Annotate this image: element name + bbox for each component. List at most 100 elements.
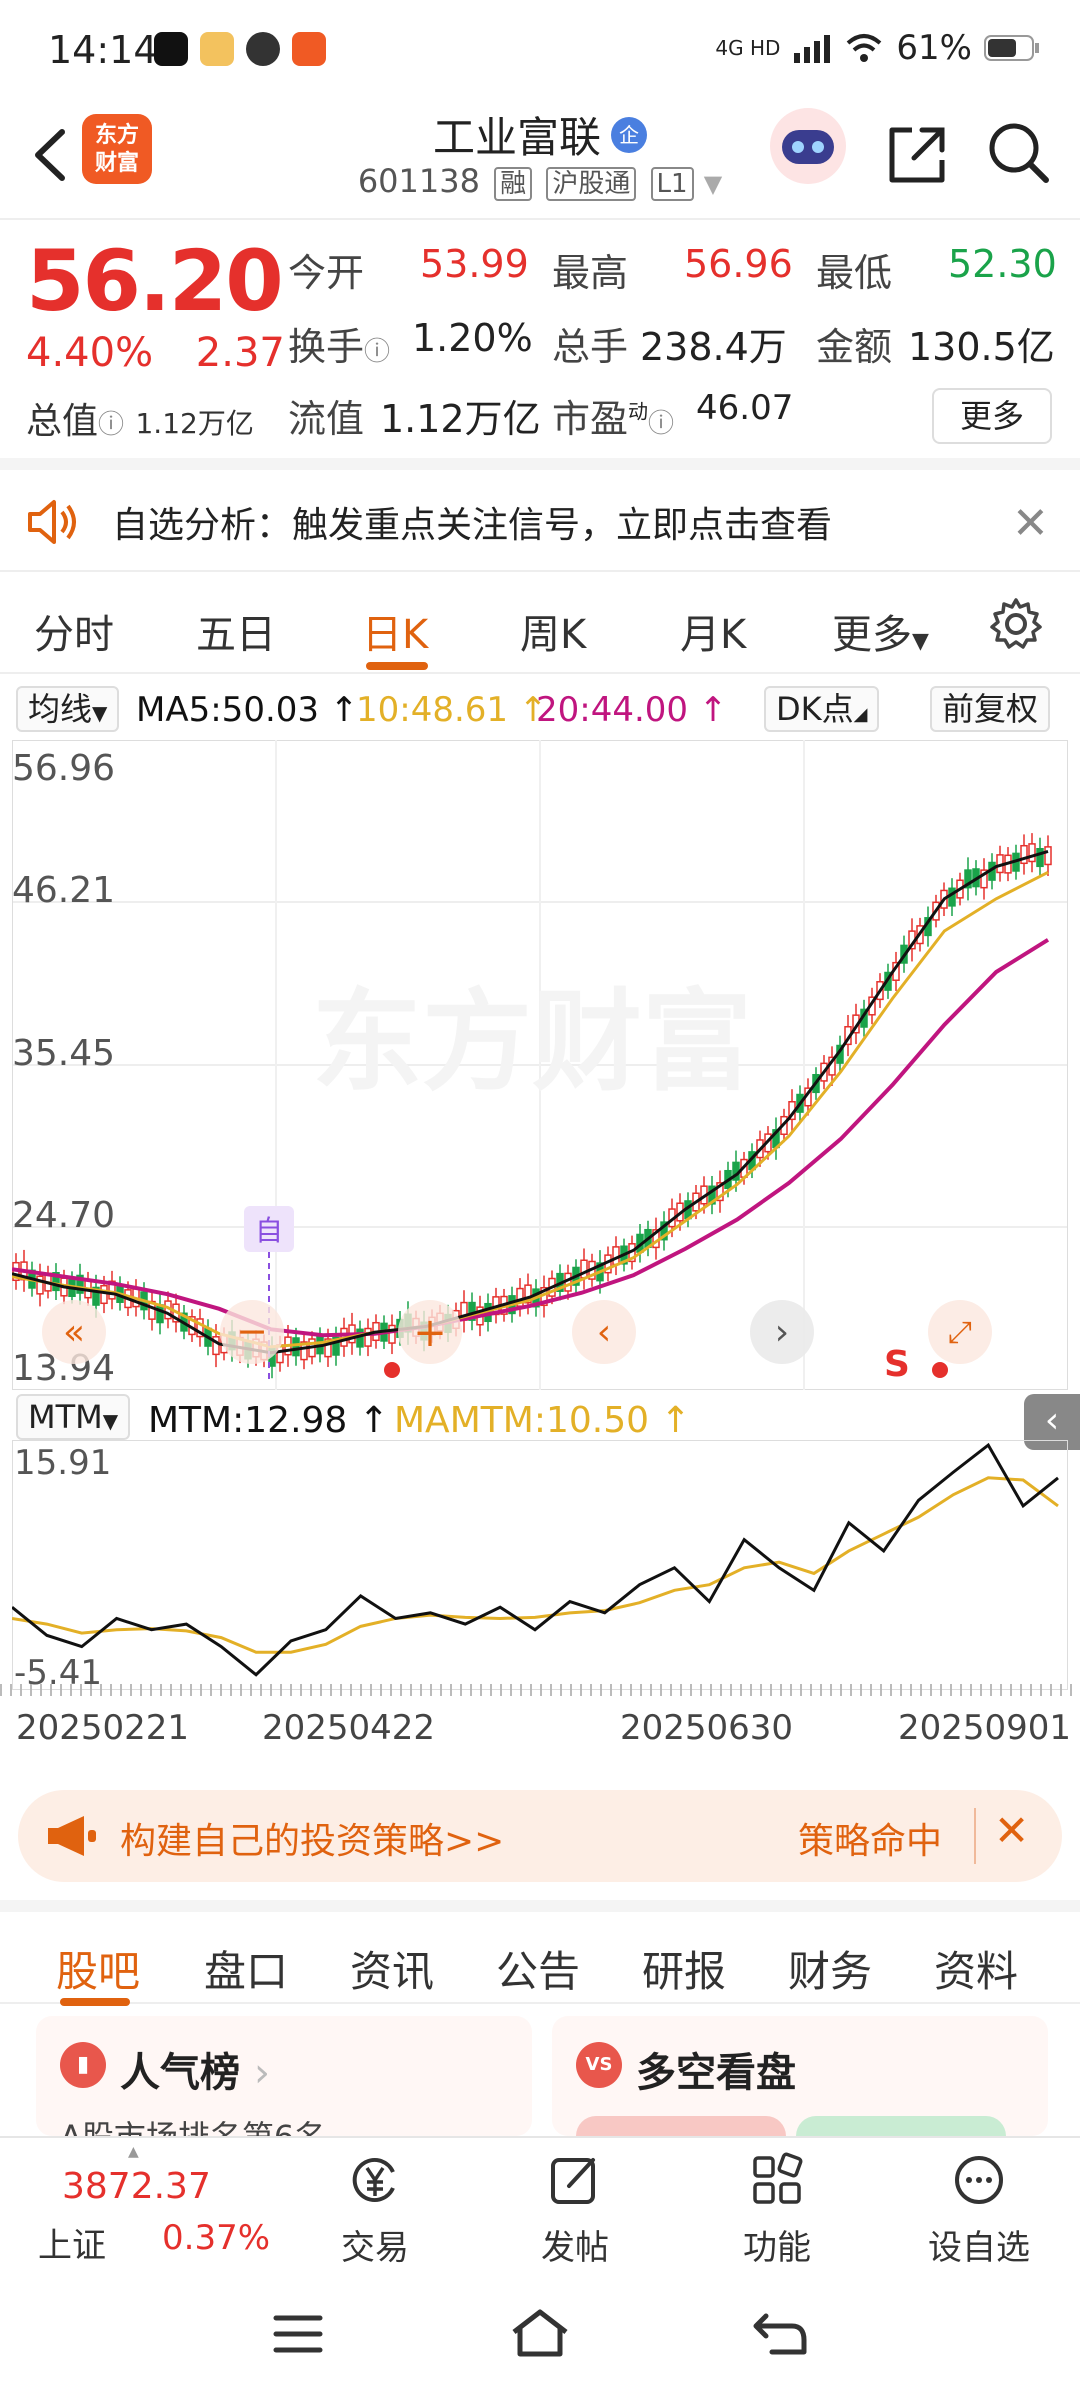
ma20-line [12, 938, 1050, 1338]
strategy-banner[interactable]: 构建自己的投资策略>> 策略命中 ✕ [18, 1790, 1062, 1882]
indicator-select[interactable]: 均线▼ [16, 686, 120, 732]
stock-header: 东方 财富 工业富联 企 601138 融 沪股通 L1 ▼ [0, 100, 1080, 220]
dropdown-triangle-icon: ▼ [102, 1409, 119, 1433]
tab-daily-k[interactable]: 日K [362, 612, 429, 658]
scroll-right-button[interactable] [750, 1300, 814, 1364]
more-circle-icon [955, 2156, 1003, 2204]
signal-dot [384, 1362, 400, 1378]
stock-app-icon [292, 32, 326, 66]
candle-body [92, 1286, 100, 1306]
candle-body [1028, 843, 1036, 863]
fullscreen-button[interactable] [928, 1300, 992, 1364]
tab-profile[interactable]: 资料 [934, 1947, 1019, 1996]
tab-announcements[interactable]: 公告 [496, 1947, 581, 1996]
play-icon [246, 32, 280, 66]
ma5-line [12, 850, 1049, 1355]
index-value[interactable]: 3872.37 [62, 2166, 211, 2207]
float-label: 流值 [288, 397, 365, 441]
double-left-icon: « [63, 1312, 85, 1353]
share-icon[interactable] [882, 120, 952, 190]
amount-label: 金额 [816, 325, 893, 369]
candle-body [388, 1324, 396, 1344]
menu-icon[interactable] [272, 2312, 324, 2356]
popularity-card[interactable]: ▮ 人气榜 › A股市场排名第6名 [36, 2016, 532, 2136]
network-label: 4G HD [715, 36, 781, 60]
y-tick-0: 56.96 [12, 748, 115, 789]
mtm-line [12, 1442, 1059, 1677]
volume-value: 238.4万 [640, 325, 787, 369]
ai-assistant-icon[interactable] [770, 108, 846, 184]
tab-pankou[interactable]: 盘口 [204, 1947, 289, 1996]
adjust-button[interactable]: 前复权 [930, 686, 1051, 732]
tab-research[interactable]: 研报 [642, 1947, 727, 1996]
high-label: 最高 [552, 251, 629, 295]
scroll-left-button[interactable] [572, 1300, 636, 1364]
function-button[interactable]: 功能 [712, 2152, 842, 2269]
caret-up-icon: ▲ [128, 2144, 139, 2160]
candle-body [356, 1328, 364, 1348]
mtm-select[interactable]: MTM▼ [16, 1394, 131, 1440]
gear-icon[interactable] [988, 596, 1044, 652]
tab-intraday[interactable]: 分时 [34, 612, 114, 658]
back-nav-icon[interactable] [752, 2310, 808, 2358]
bullish-bar [576, 2116, 786, 2136]
mtm-chart[interactable]: 15.91 -5.41 [12, 1440, 1068, 1690]
tab-news[interactable]: 资讯 [350, 1947, 435, 1996]
post-button[interactable]: 发帖 [510, 2152, 640, 2269]
candle-body [332, 1336, 340, 1356]
search-icon[interactable] [984, 118, 1054, 188]
tab-weekly-k[interactable]: 周K [520, 612, 587, 658]
grid-icon [753, 2152, 803, 2204]
indicator-select-label: 均线 [28, 690, 93, 728]
tab-finance[interactable]: 财务 [788, 1947, 873, 1996]
ma5-value: MA5:50.03 ↑ [136, 690, 359, 730]
tab-five-day[interactable]: 五日 [196, 612, 276, 658]
dropdown-triangle-icon: ▼ [912, 629, 929, 654]
candle-body [1044, 846, 1052, 866]
chevron-right-icon: › [775, 1312, 789, 1353]
add-watchlist-button[interactable]: 设自选 [914, 2152, 1044, 2269]
self-select-marker[interactable] [244, 1206, 294, 1252]
trade-label: 交易 [341, 2228, 409, 2268]
info-icon[interactable]: ⓘ [98, 410, 125, 440]
signal-dot [932, 1362, 948, 1378]
dk-point-button[interactable]: DK点◢ [764, 686, 880, 732]
mtm-legend: MTM▼ MTM:12.98 ↑ MAMTM:10.50 ↑ ‹ [0, 1394, 1080, 1450]
candle-body [212, 1336, 220, 1356]
notice-bar[interactable]: 自选分析：触发重点关注信号，立即点击查看 ✕ [0, 470, 1080, 572]
close-icon[interactable]: ✕ [1012, 498, 1049, 549]
scroll-left-fast-button[interactable] [42, 1300, 106, 1364]
zoom-in-button[interactable] [398, 1300, 462, 1364]
grid [12, 740, 1068, 1390]
pe-info-icon[interactable]: ⓘ [648, 409, 675, 439]
home-icon[interactable] [508, 2306, 572, 2360]
tab-more[interactable]: 更多▼ [832, 602, 929, 660]
y-tick-3: 24.70 [12, 1195, 115, 1236]
back-icon[interactable] [22, 120, 82, 190]
change-amount: 2.37 [195, 330, 285, 376]
banner-status: 策略命中 [798, 1821, 943, 1862]
banner-close-icon[interactable]: ✕ [994, 1806, 1030, 1855]
app-notification-icon [200, 32, 234, 66]
tab-guba[interactable]: 股吧 [56, 1947, 141, 1996]
turnover-info-icon[interactable]: ⓘ [364, 337, 391, 367]
candle-body [76, 1274, 84, 1294]
tab-more-label: 更多 [832, 612, 912, 658]
kline-chart[interactable]: 东方财富 56.96 46.21 35.45 24.70 13.94 自 « −… [12, 740, 1068, 1390]
dk-label: DK点 [776, 690, 854, 728]
zoom-out-button[interactable] [220, 1300, 284, 1364]
candle-body [964, 869, 972, 889]
long-short-card[interactable]: VS 多空看盘 [552, 2016, 1048, 2136]
stock-subtitle[interactable]: 601138 融 沪股通 L1 ▼ [0, 162, 1080, 201]
trade-button[interactable]: 交易 [310, 2152, 440, 2269]
tab-monthly-k[interactable]: 月K [680, 612, 747, 658]
more-quote-button[interactable]: 更多 [932, 388, 1052, 444]
pe-sup: 动 [628, 399, 649, 424]
mamtm-value: MAMTM:10.50 ↑ [394, 1400, 691, 1441]
enterprise-badge-icon: 企 [611, 116, 647, 153]
active-subtab-indicator [60, 1998, 130, 2006]
self-select-marker-text: 自 [255, 1214, 283, 1247]
turnover-label: 换手 [288, 325, 365, 369]
candle-body [1036, 847, 1044, 868]
low-label: 最低 [816, 251, 893, 295]
